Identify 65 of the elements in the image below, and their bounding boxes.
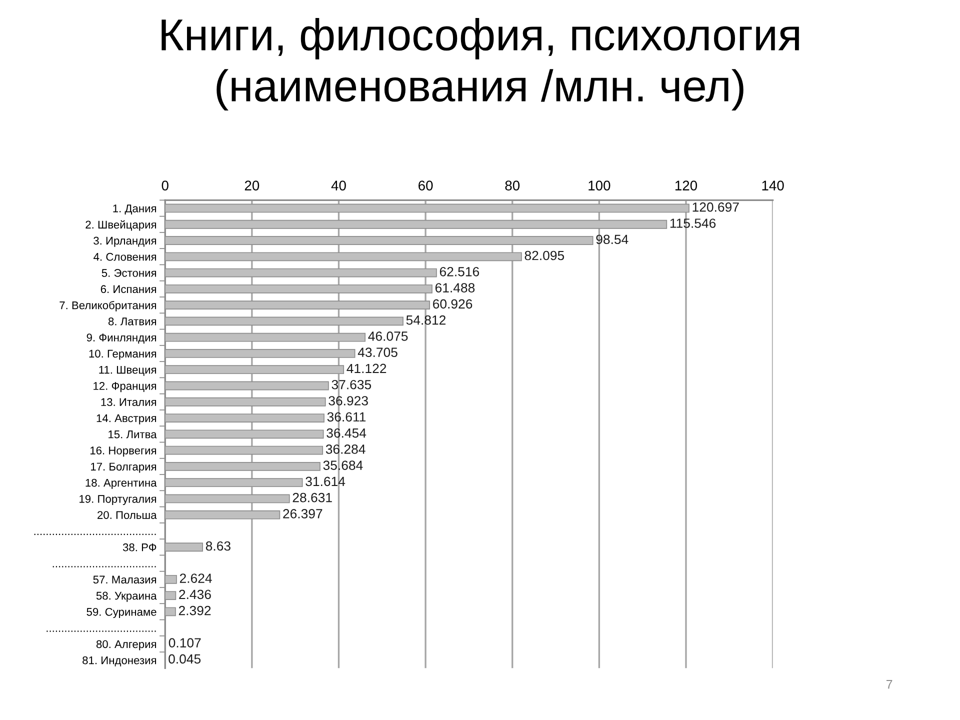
text: 7 <box>886 680 892 689</box>
y-tick-label: 59. Суринаме <box>86 608 156 618</box>
data-label: 0.045 <box>168 654 201 664</box>
y-tick-label: 38. РФ <box>122 543 156 552</box>
data-label: 115.546 <box>670 218 716 228</box>
data-label: 2.624 <box>180 574 212 583</box>
y-tick-label: 9. Финляндия <box>86 334 156 344</box>
data-label: 26.397 <box>283 509 322 518</box>
y-tick-label: 19. Португалия <box>80 494 156 506</box>
data-label: 62.516 <box>440 266 480 276</box>
data-label: 98.54 <box>596 234 628 244</box>
y-tick-label: 16. Норвегия <box>90 446 156 457</box>
data-label: 61.488 <box>435 283 475 292</box>
y-tick-label: 5. Эстония <box>102 269 156 277</box>
data-label: 28.631 <box>292 492 332 502</box>
x-tick-label: 20 <box>244 180 260 190</box>
x-tick-label: 140 <box>762 180 784 190</box>
y-tick-label: 57. Малазия <box>93 576 156 584</box>
data-label: 35.684 <box>323 460 363 470</box>
data-label: 36.611 <box>327 412 366 422</box>
y-tick-label: 13. Италия <box>101 398 156 406</box>
data-label: 82.095 <box>524 250 564 260</box>
y-tick-label: 12. Франция <box>94 382 156 392</box>
y-tick-label: 17. Болгария <box>91 462 156 473</box>
x-tick-label: 120 <box>675 180 698 190</box>
chart-title: Книги, философия, психология (наименования /млн. чел) <box>162 18 799 111</box>
data-label: 120.697 <box>692 202 739 212</box>
y-tick-label: .................................. <box>52 566 156 568</box>
data-label: 46.075 <box>368 332 408 341</box>
data-label: 43.705 <box>358 348 398 358</box>
data-label: 37.635 <box>332 380 372 390</box>
y-tick-label: 58. Украина <box>96 592 157 602</box>
y-tick-label: 11. Швеция <box>99 366 156 376</box>
y-tick-label: 81. Индонезия <box>82 656 156 666</box>
x-tick-label: 80 <box>505 180 520 190</box>
data-label: 36.454 <box>326 428 366 438</box>
y-tick-label: .................................... <box>46 630 156 632</box>
data-label: 60.926 <box>433 299 472 309</box>
y-tick-label: 4. Словения <box>94 252 156 261</box>
data-label: 54.812 <box>406 315 446 325</box>
y-tick-label: 14. Австрия <box>96 414 156 424</box>
y-tick-label: 15. Литва <box>108 430 157 438</box>
y-tick-label: 10. Германия <box>89 350 156 360</box>
x-tick-label: 40 <box>331 180 346 190</box>
data-label: 36.923 <box>328 396 368 406</box>
data-label: 41.122 <box>346 364 386 374</box>
data-label: 31.614 <box>306 476 346 486</box>
data-label: 0.107 <box>168 638 201 648</box>
data-label: 8.63 <box>206 541 230 551</box>
y-tick-label: 18. Аргентина <box>86 478 157 489</box>
y-tick-label: 6. Испания <box>100 285 156 294</box>
y-tick-label: 1. Дания <box>113 204 156 214</box>
x-tick-label: 60 <box>418 180 433 190</box>
x-tick-label: 0 <box>162 180 168 190</box>
data-label: 2.436 <box>179 590 211 600</box>
data-label: 36.284 <box>326 444 366 454</box>
data-label: 2.392 <box>178 606 211 616</box>
y-tick-label: 8. Латвия <box>108 317 156 326</box>
x-tick-label: 100 <box>588 180 610 190</box>
y-tick-label: 20. Польша <box>98 511 157 519</box>
y-tick-label: 2. Швейцария <box>86 220 156 231</box>
y-tick-label: ........................................ <box>34 534 156 536</box>
y-tick-label: 3. Ирландия <box>94 236 156 247</box>
y-tick-label: 7. Великобритания <box>60 300 156 312</box>
y-tick-label: 80. Алгерия <box>96 640 156 650</box>
